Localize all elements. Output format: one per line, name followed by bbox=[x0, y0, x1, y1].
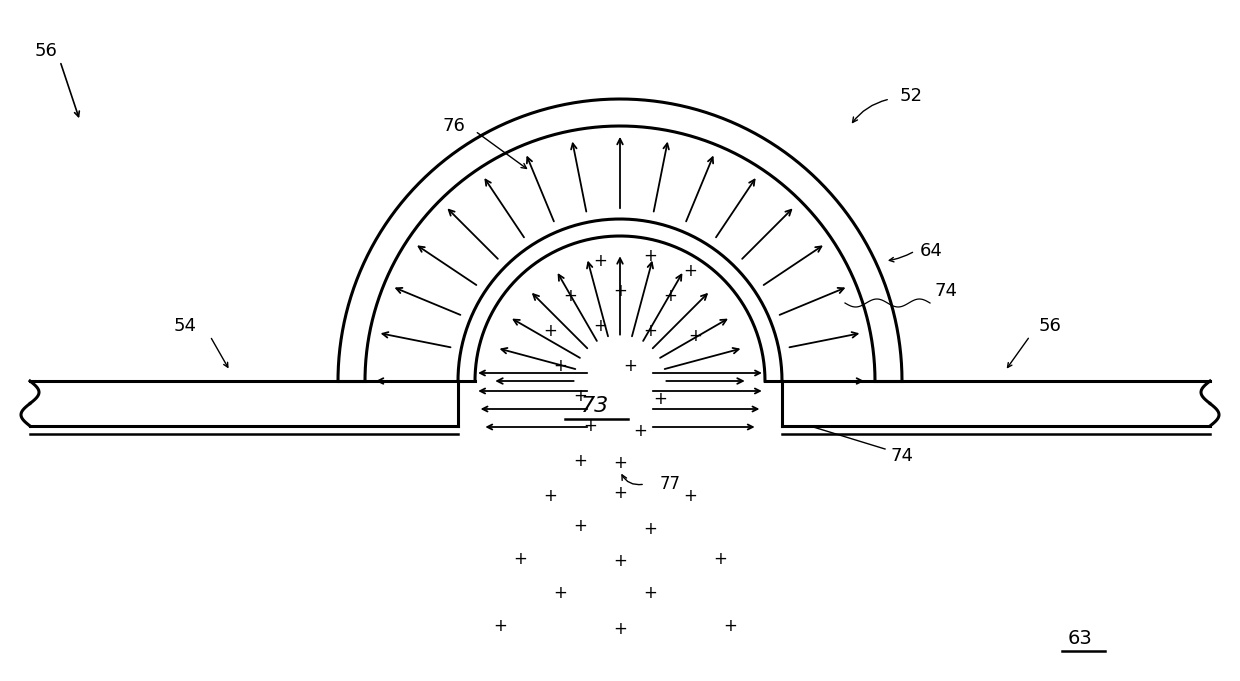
Text: +: + bbox=[663, 287, 677, 305]
Text: +: + bbox=[583, 417, 596, 435]
Text: +: + bbox=[613, 620, 627, 638]
Text: +: + bbox=[683, 262, 697, 280]
Text: +: + bbox=[644, 322, 657, 340]
Text: +: + bbox=[723, 617, 737, 635]
Text: 64: 64 bbox=[920, 242, 942, 260]
Text: 74: 74 bbox=[890, 447, 913, 465]
Text: +: + bbox=[573, 452, 587, 470]
Text: +: + bbox=[553, 584, 567, 602]
Text: +: + bbox=[573, 387, 587, 405]
Text: +: + bbox=[653, 390, 667, 408]
Text: +: + bbox=[622, 357, 637, 375]
Text: +: + bbox=[644, 247, 657, 265]
Text: +: + bbox=[513, 550, 527, 568]
Text: 63: 63 bbox=[1068, 629, 1092, 648]
Text: 77: 77 bbox=[660, 475, 681, 493]
Text: +: + bbox=[494, 617, 507, 635]
Text: +: + bbox=[553, 357, 567, 375]
Text: 76: 76 bbox=[443, 117, 465, 135]
Text: +: + bbox=[644, 520, 657, 538]
Text: 54: 54 bbox=[174, 317, 196, 335]
Text: +: + bbox=[683, 487, 697, 505]
Text: +: + bbox=[688, 327, 702, 345]
Text: +: + bbox=[543, 487, 557, 505]
Text: +: + bbox=[573, 517, 587, 535]
Text: +: + bbox=[613, 454, 627, 472]
Text: 73: 73 bbox=[580, 396, 609, 416]
Text: +: + bbox=[593, 317, 606, 335]
Text: 52: 52 bbox=[900, 87, 923, 105]
Text: +: + bbox=[713, 550, 727, 568]
Text: +: + bbox=[613, 552, 627, 570]
Text: +: + bbox=[543, 322, 557, 340]
Text: +: + bbox=[644, 584, 657, 602]
Text: 56: 56 bbox=[35, 42, 58, 60]
Text: +: + bbox=[613, 282, 627, 300]
Text: 56: 56 bbox=[1039, 317, 1061, 335]
Text: +: + bbox=[634, 422, 647, 440]
Text: +: + bbox=[613, 484, 627, 502]
Text: +: + bbox=[593, 252, 606, 270]
Text: 74: 74 bbox=[935, 282, 959, 300]
Text: +: + bbox=[563, 287, 577, 305]
